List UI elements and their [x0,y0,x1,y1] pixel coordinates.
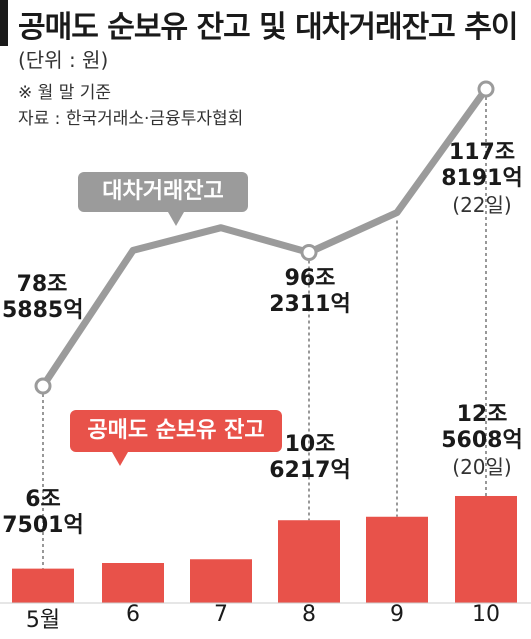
source-label: 자료 : 한국거래소·금융투자협회 [18,109,244,129]
line-label-oct: 117조 8191억 (22일) [441,140,523,217]
bar-0 [12,568,74,603]
legend-bar-label: 공매도 순보유 잔고 [70,410,282,452]
line-point-5 [477,80,495,98]
x-tick-5: 10 [472,602,500,627]
bar-label-oct: 12조 5608억 (20일) [441,402,523,479]
x-tick-0: 5월 [25,608,61,633]
bar-2 [190,559,252,603]
legend-line-pointer [168,212,184,226]
x-tick-1: 6 [126,602,140,627]
note-label: ※ 월 말 기준 [18,83,112,103]
x-tick-3: 8 [302,602,316,627]
bar-3 [278,520,340,603]
line-label-aug: 96조 2311억 [269,266,351,318]
bar-5 [455,495,517,603]
x-tick-4: 9 [390,602,404,627]
unit-label: (단위 : 원) [18,48,109,72]
bar-1 [102,563,164,603]
bar-label-aug: 10조 6217억 [269,432,351,484]
line-point-0 [34,377,52,395]
legend-line-label: 대차거래잔고 [78,172,248,212]
line-label-may: 78조 5885억 [2,272,84,324]
bar-4 [366,516,428,603]
line-series [40,86,489,388]
x-tick-2: 7 [214,602,228,627]
line-point-3 [300,243,318,261]
header-accent-bar [0,0,8,46]
bar-label-may: 6조 7501억 [2,487,84,539]
chart-title: 공매도 순보유 잔고 및 대차거래잔고 추이 [18,10,518,45]
legend-bar-pointer [112,452,128,466]
